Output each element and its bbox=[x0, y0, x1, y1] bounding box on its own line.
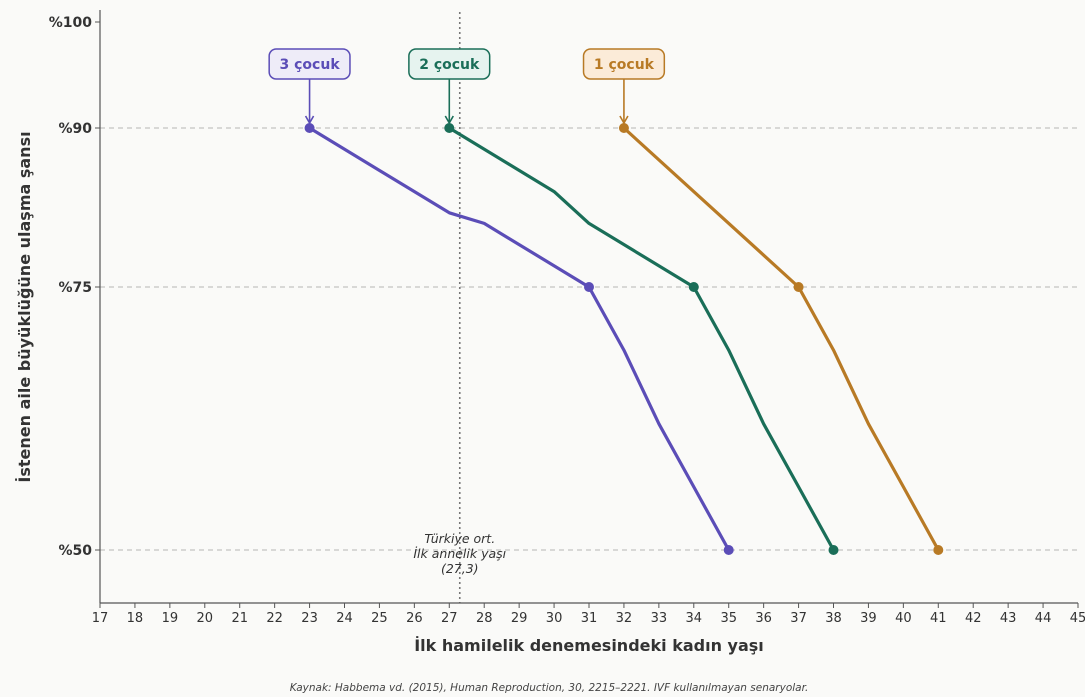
series-line-2 bbox=[447, 126, 836, 552]
x-tick-label-42: 42 bbox=[965, 611, 982, 626]
x-tick-label-43: 43 bbox=[1000, 611, 1017, 626]
series-3-point-1 bbox=[618, 123, 629, 133]
x-tick-label-27: 27 bbox=[441, 611, 458, 626]
x-tick-label-21: 21 bbox=[231, 611, 248, 626]
series-label-arrowhead-3 bbox=[619, 115, 629, 125]
series-label-2: 2 çocuk bbox=[419, 57, 480, 73]
x-tick-label-23: 23 bbox=[301, 611, 318, 626]
x-tick-label-41: 41 bbox=[930, 611, 947, 626]
reference-line-group: Türkiye ort.İlk annelik yaşı(27,3) bbox=[413, 12, 506, 603]
series-1-point-3 bbox=[723, 545, 734, 555]
x-tick-label-28: 28 bbox=[476, 611, 493, 626]
series-line-1 bbox=[308, 126, 731, 552]
y-axis-label: İstenen aile büyüklüğüne ulaşma şansı bbox=[15, 131, 34, 482]
x-tick-label-32: 32 bbox=[616, 611, 633, 626]
series-2-point-1 bbox=[444, 123, 455, 133]
series-2-point-2 bbox=[688, 282, 699, 292]
series-label-arrowhead-2 bbox=[444, 115, 454, 125]
series-1-point-1 bbox=[304, 123, 315, 133]
x-tick-label-26: 26 bbox=[406, 611, 423, 626]
reference-line-label-3: (27,3) bbox=[441, 561, 479, 576]
x-tick-label-33: 33 bbox=[651, 611, 668, 626]
gridlines bbox=[100, 127, 1078, 551]
axes: 17 18 19 20 21 22 23 24 25 26 27 28 29 30 31 32 33 34 35 36… bbox=[49, 10, 1085, 626]
x-tick-label-36: 36 bbox=[755, 611, 772, 626]
x-tick-label-38: 38 bbox=[825, 611, 842, 626]
x-tick-label-18: 18 bbox=[127, 611, 144, 626]
x-tick-label-34: 34 bbox=[686, 611, 703, 626]
y-tick-label-75: %75 bbox=[58, 280, 92, 296]
y-tick-label-90: %90 bbox=[58, 121, 92, 137]
x-axis-label: İlk hamilelik denemesindeki kadın yaşı bbox=[414, 636, 764, 655]
x-tick-label-20: 20 bbox=[197, 611, 214, 626]
x-tick-label-22: 22 bbox=[266, 611, 283, 626]
x-tick-label-44: 44 bbox=[1035, 611, 1052, 626]
series-line-3 bbox=[622, 126, 940, 552]
x-tick-label-45: 45 bbox=[1070, 611, 1085, 626]
x-tick-label-25: 25 bbox=[371, 611, 388, 626]
x-tick-label-40: 40 bbox=[895, 611, 912, 626]
series-labels: 3 çocuk 2 çocuk 1 çocuk bbox=[268, 48, 666, 125]
series-label-1: 3 çocuk bbox=[280, 57, 341, 73]
series-1-point-2 bbox=[584, 282, 594, 292]
x-tick-label-35: 35 bbox=[720, 611, 737, 626]
y-tick-label-50: %50 bbox=[58, 543, 92, 559]
series-3-point-3 bbox=[933, 545, 944, 555]
series-label-3: 1 çocuk bbox=[594, 57, 655, 73]
x-tick-label-30: 30 bbox=[546, 611, 563, 626]
x-tick-label-17: 17 bbox=[92, 611, 109, 626]
x-tick-label-19: 19 bbox=[162, 611, 179, 626]
source-note: Kaynak: Habbema vd. (2015), Human Reprod… bbox=[290, 682, 809, 694]
x-tick-label-37: 37 bbox=[790, 611, 807, 626]
series-label-arrowhead-1 bbox=[304, 115, 315, 125]
x-tick-label-31: 31 bbox=[581, 611, 598, 626]
y-tick-label-100: %100 bbox=[49, 15, 93, 31]
reference-line-label-1: Türkiye ort. bbox=[424, 531, 495, 546]
x-tick-label-39: 39 bbox=[860, 611, 877, 626]
series-2-point-3 bbox=[828, 545, 839, 555]
series-3-point-2 bbox=[793, 282, 804, 292]
x-tick-label-29: 29 bbox=[511, 611, 528, 626]
series-group bbox=[304, 123, 944, 555]
reference-line-label-2: İlk annelik yaşı bbox=[413, 546, 506, 561]
x-tick-label-24: 24 bbox=[336, 611, 353, 626]
